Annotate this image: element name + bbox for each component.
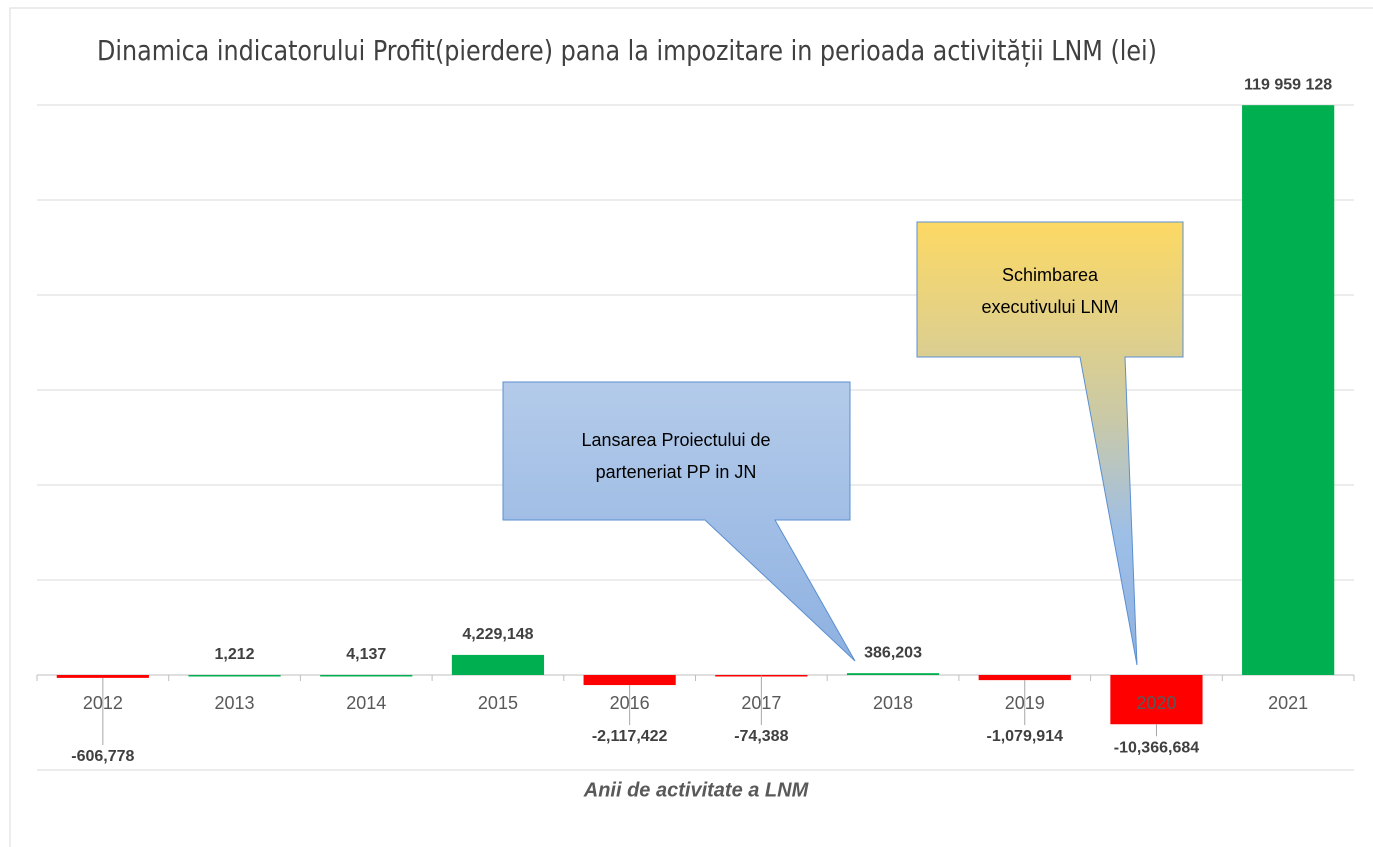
data-label: 4,229,148 <box>462 626 533 643</box>
bar <box>188 674 281 677</box>
bar <box>56 675 149 678</box>
annotation-text: executivului LNM <box>981 297 1118 317</box>
callout <box>502 381 856 662</box>
x-axis-label: Anii de activitate a LNM <box>583 779 810 801</box>
callout <box>916 221 1184 666</box>
annotation-text: Lansarea Proiectului de <box>581 430 770 450</box>
x-tick-label: 2015 <box>478 693 518 713</box>
bar <box>978 675 1071 681</box>
data-label: -1,079,914 <box>986 728 1063 745</box>
x-tick-label: 2020 <box>1136 693 1176 713</box>
data-label: -606,778 <box>71 748 134 765</box>
x-tick-label: 2013 <box>215 693 255 713</box>
bar <box>1242 105 1335 675</box>
annotation-text: Schimbarea <box>1002 265 1099 285</box>
bar <box>451 654 545 675</box>
data-label: -74,388 <box>734 728 788 745</box>
bar <box>320 674 413 677</box>
bar <box>583 675 676 686</box>
x-tick-label: 2021 <box>1268 693 1308 713</box>
data-label: 386,203 <box>864 644 922 661</box>
x-tick-label: 2014 <box>346 693 386 713</box>
data-label: 119 959 128 <box>1244 76 1332 93</box>
bar <box>846 673 940 675</box>
data-label: -10,366,684 <box>1114 739 1200 756</box>
chart-title: Dinamica indicatorului Profit(pierdere) … <box>97 34 1157 67</box>
x-tick-label: 2018 <box>873 693 913 713</box>
data-label: -2,117,422 <box>592 728 668 745</box>
data-label: 4,137 <box>346 646 386 663</box>
bar <box>1110 675 1203 725</box>
data-label: 1,212 <box>215 646 255 663</box>
annotation-text: parteneriat PP in JN <box>596 462 757 482</box>
